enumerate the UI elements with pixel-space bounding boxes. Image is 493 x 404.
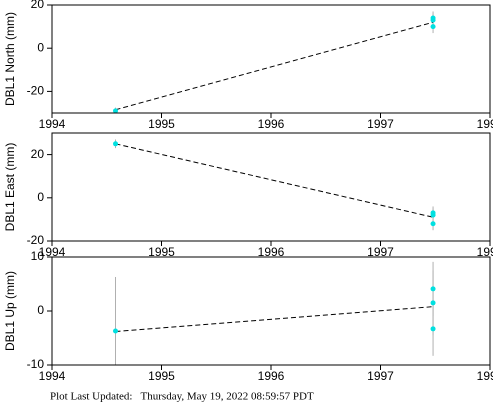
y-tick-label: 20 <box>31 0 45 11</box>
y-tick-label: -20 <box>27 233 45 247</box>
point <box>430 221 436 227</box>
x-tick-label: 1998 <box>477 369 493 383</box>
point <box>113 141 119 147</box>
fit-line <box>115 306 434 333</box>
y-tick-label: 0 <box>37 190 44 204</box>
point <box>430 286 436 292</box>
x-tick-label: 1996 <box>258 117 285 131</box>
y-tick-label: 0 <box>37 303 44 317</box>
x-tick-label: 1996 <box>258 245 285 259</box>
point <box>430 326 436 332</box>
point <box>430 212 436 218</box>
plot-frame <box>51 132 491 242</box>
fit-line <box>115 21 434 111</box>
y-axis-label: DBL1 Up (mm) <box>3 271 17 351</box>
plot-area <box>113 261 436 365</box>
x-tick-label: 1998 <box>477 117 493 131</box>
y-axis-label: DBL1 East (mm) <box>3 143 17 232</box>
x-tick-label: 1995 <box>148 369 175 383</box>
x-tick-label: 1997 <box>367 369 394 383</box>
x-tick-label: 1995 <box>148 245 175 259</box>
point <box>430 24 436 30</box>
y-tick-label: -20 <box>27 84 45 98</box>
plot-area <box>113 11 436 113</box>
x-tick-label: 1994 <box>39 245 66 259</box>
x-tick-label: 1997 <box>367 117 394 131</box>
fit-line <box>115 143 434 218</box>
plot-frame <box>51 256 491 366</box>
point <box>113 328 119 334</box>
y-tick-label: -10 <box>27 357 45 371</box>
footer: Plot Last Updated: Thursday, May 19, 202… <box>50 391 314 403</box>
point <box>430 300 436 306</box>
x-tick-label: 1998 <box>477 245 493 259</box>
y-tick-label: 0 <box>37 40 44 54</box>
point <box>113 108 119 113</box>
y-tick-label: 10 <box>31 249 45 263</box>
x-tick-label: 1995 <box>148 117 175 131</box>
point <box>430 15 436 21</box>
x-tick-label: 1996 <box>258 369 285 383</box>
plot-area <box>113 139 436 231</box>
y-tick-label: 20 <box>31 147 45 161</box>
x-tick-label: 1994 <box>39 369 66 383</box>
y-axis-label: DBL1 North (mm) <box>3 12 17 106</box>
plot-frame <box>51 4 491 114</box>
x-tick-label: 1997 <box>367 245 394 259</box>
x-tick-label: 1994 <box>39 117 66 131</box>
